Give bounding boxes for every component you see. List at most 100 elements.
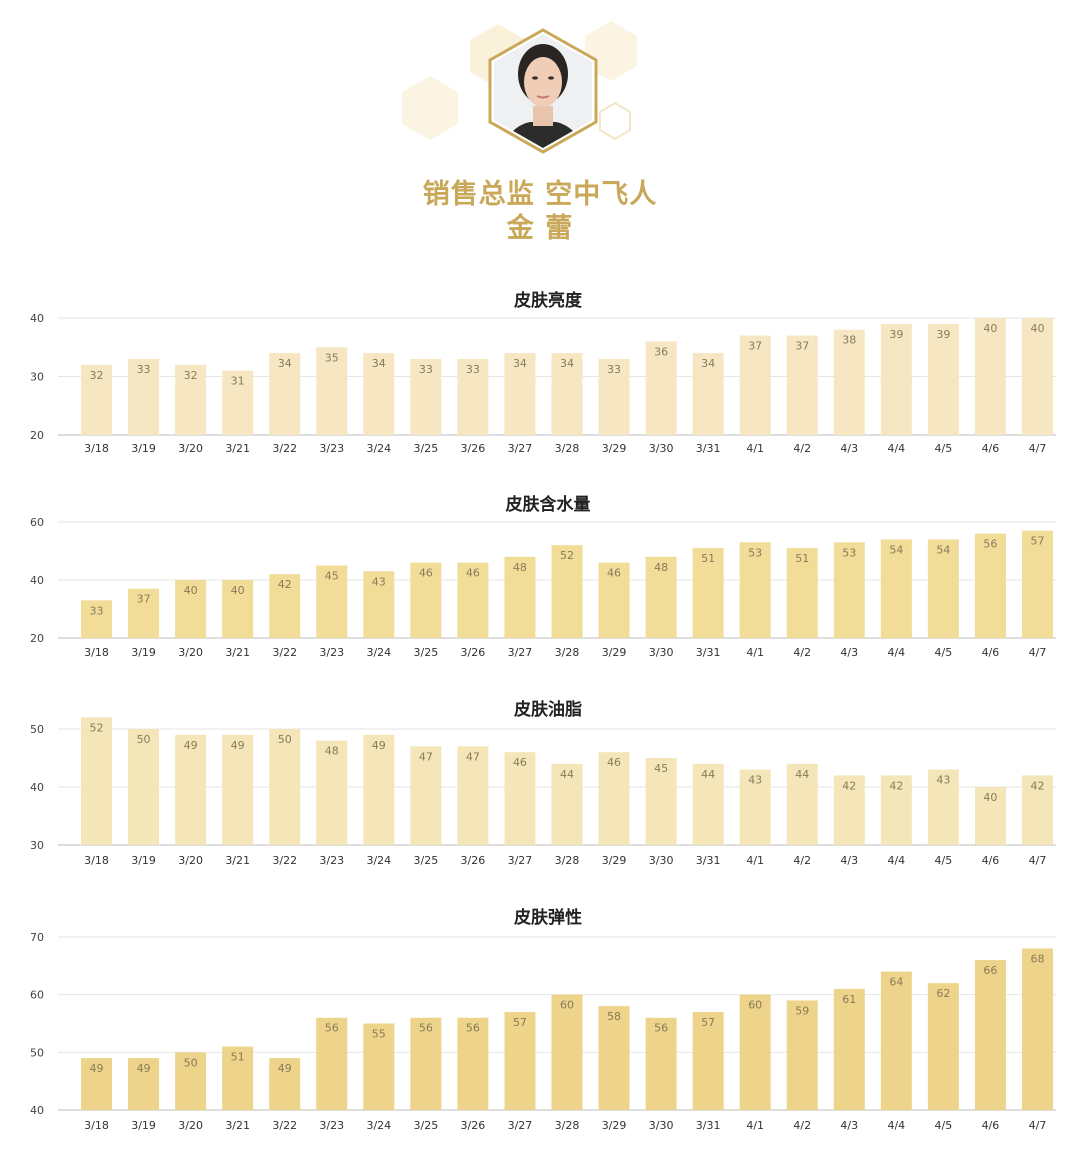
bar <box>410 358 442 435</box>
data-label: 43 <box>748 774 762 787</box>
chart-title: 皮肤含水量 <box>506 494 591 515</box>
x-tick-label: 3/30 <box>649 442 674 455</box>
bar <box>551 353 583 435</box>
bar <box>457 358 489 435</box>
bar <box>128 358 160 435</box>
x-tick-label: 4/3 <box>840 646 858 659</box>
bar <box>457 562 489 638</box>
x-tick-label: 4/5 <box>935 854 953 867</box>
bar <box>739 769 771 845</box>
data-label: 40 <box>231 584 245 597</box>
x-tick-label: 3/22 <box>272 854 297 867</box>
bar <box>363 734 395 845</box>
bar <box>974 960 1006 1110</box>
x-tick-label: 3/30 <box>649 854 674 867</box>
x-tick-label: 3/22 <box>272 1119 297 1132</box>
x-tick-label: 3/29 <box>602 854 627 867</box>
x-tick-label: 4/1 <box>746 442 764 455</box>
data-label: 56 <box>983 538 997 551</box>
data-label: 34 <box>372 357 386 370</box>
bar <box>410 562 442 638</box>
data-label: 37 <box>137 593 151 606</box>
data-label: 37 <box>748 340 762 353</box>
bar <box>363 1023 395 1110</box>
x-tick-label: 3/27 <box>508 442 533 455</box>
x-tick-label: 3/20 <box>178 854 203 867</box>
data-label: 45 <box>325 570 339 583</box>
x-tick-label: 4/5 <box>935 646 953 659</box>
bar <box>880 775 912 845</box>
chart-3: 皮肤油脂 30 40 50 52 3/18 50 3/19 49 3/20 49 3/21 50 3/22… <box>30 699 1056 867</box>
x-tick-label: 4/1 <box>746 1119 764 1132</box>
x-tick-label: 4/4 <box>887 442 905 455</box>
data-label: 49 <box>137 1062 151 1075</box>
x-tick-label: 3/29 <box>602 442 627 455</box>
x-tick-label: 4/7 <box>1029 854 1047 867</box>
data-label: 43 <box>372 575 386 588</box>
bar <box>551 763 583 845</box>
data-label: 56 <box>466 1022 480 1035</box>
data-label: 40 <box>184 584 198 597</box>
data-label: 49 <box>184 739 198 752</box>
bar <box>504 353 536 435</box>
bar <box>457 1017 489 1110</box>
x-tick-label: 4/4 <box>887 854 905 867</box>
hexagon-shape <box>599 101 631 141</box>
bar <box>1021 775 1053 845</box>
data-label: 48 <box>654 561 668 574</box>
data-label: 42 <box>278 578 292 591</box>
x-tick-label: 4/6 <box>982 1119 1000 1132</box>
x-tick-label: 4/7 <box>1029 646 1047 659</box>
data-label: 55 <box>372 1028 386 1041</box>
bar <box>598 358 630 435</box>
y-tick-label: 40 <box>30 574 44 587</box>
data-label: 54 <box>889 543 903 556</box>
data-label: 44 <box>560 768 574 781</box>
data-label: 39 <box>936 328 950 341</box>
x-tick-label: 4/5 <box>935 1119 953 1132</box>
data-label: 49 <box>372 739 386 752</box>
data-label: 32 <box>184 369 198 382</box>
x-tick-label: 3/23 <box>319 442 344 455</box>
data-label: 64 <box>889 976 903 989</box>
x-tick-label: 3/28 <box>555 854 580 867</box>
data-label: 51 <box>231 1051 245 1064</box>
bar <box>974 533 1006 638</box>
y-tick-label: 40 <box>30 1104 44 1117</box>
bar <box>1021 948 1053 1110</box>
bar <box>927 323 959 435</box>
x-tick-label: 3/22 <box>272 442 297 455</box>
data-label: 57 <box>513 1016 527 1029</box>
bar <box>692 763 724 845</box>
data-label: 45 <box>654 762 668 775</box>
data-label: 59 <box>795 1004 809 1017</box>
bar <box>974 787 1006 845</box>
bar <box>833 542 865 638</box>
data-label: 44 <box>795 768 809 781</box>
bar <box>504 556 536 638</box>
bar <box>363 353 395 435</box>
bar <box>927 769 959 845</box>
x-tick-label: 3/29 <box>602 1119 627 1132</box>
bar <box>692 548 724 638</box>
x-tick-label: 4/4 <box>887 1119 905 1132</box>
bar <box>175 364 207 435</box>
data-label: 37 <box>795 340 809 353</box>
data-label: 40 <box>1030 322 1044 335</box>
bar <box>128 588 160 638</box>
bar <box>880 323 912 435</box>
bar <box>269 574 301 638</box>
x-tick-label: 3/27 <box>508 854 533 867</box>
bar <box>739 335 771 435</box>
chart-title: 皮肤弹性 <box>514 907 582 928</box>
bar <box>598 1006 630 1110</box>
data-label: 48 <box>513 561 527 574</box>
x-tick-label: 3/20 <box>178 442 203 455</box>
data-label: 33 <box>466 363 480 376</box>
bar <box>739 994 771 1110</box>
bar <box>927 983 959 1110</box>
data-label: 43 <box>936 774 950 787</box>
y-tick-label: 30 <box>30 371 44 384</box>
bar <box>222 370 254 435</box>
data-label: 46 <box>607 567 621 580</box>
